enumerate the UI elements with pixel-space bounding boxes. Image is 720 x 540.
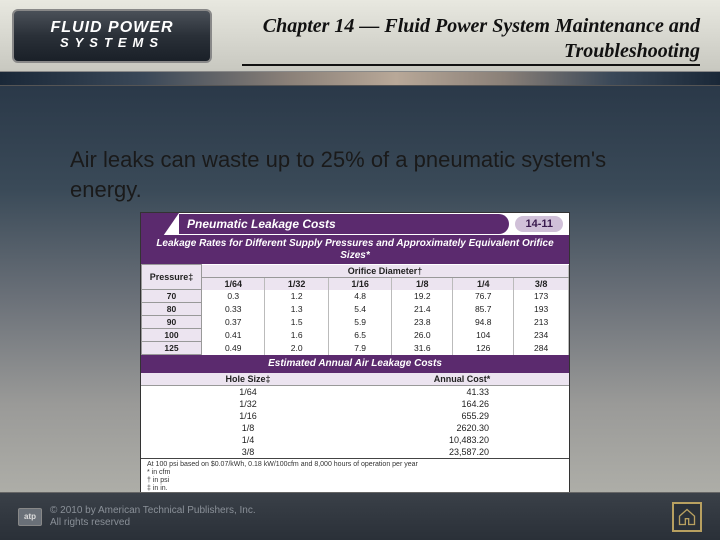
value-cell: 1.3 (265, 303, 328, 316)
value-cell: 1.5 (265, 316, 328, 329)
annual-cost-table: Hole Size‡ Annual Cost* 1/6441.331/32164… (141, 373, 569, 458)
col-1-4: 1/4 (453, 277, 514, 290)
chapter-title: Chapter 14 — Fluid Power System Maintena… (212, 6, 720, 66)
figure-swoosh (141, 213, 179, 235)
col-3-8: 3/8 (514, 277, 569, 290)
value-cell: 76.7 (453, 290, 514, 303)
cost-cell: 2620.30 (355, 422, 569, 434)
cost-cell: 164.26 (355, 398, 569, 410)
pressure-cell: 125 (142, 342, 202, 355)
home-icon (677, 507, 697, 527)
value-cell: 7.9 (328, 342, 391, 355)
value-cell: 173 (514, 290, 569, 303)
col-1-8: 1/8 (392, 277, 453, 290)
table-row: 1/16655.29 (141, 410, 569, 422)
value-cell: 5.9 (328, 316, 391, 329)
pressure-cell: 90 (142, 316, 202, 329)
home-button[interactable] (672, 502, 702, 532)
value-cell: 104 (453, 329, 514, 342)
section1-heading: Leakage Rates for Different Supply Press… (141, 235, 569, 264)
table-row: 1250.492.07.931.6126284 (142, 342, 569, 355)
value-cell: 5.4 (328, 303, 391, 316)
header-bar: FLUID POWER SYSTEMS Chapter 14 — Fluid P… (0, 0, 720, 72)
value-cell: 284 (514, 342, 569, 355)
size-cell: 1/16 (141, 410, 355, 422)
logo-line1: FLUID POWER (51, 20, 174, 36)
figure-pneumatic-leakage: Pneumatic Leakage Costs 14-11 Leakage Ra… (140, 212, 570, 498)
size-cell: 1/64 (141, 385, 355, 398)
copyright-block: atp © 2010 by American Technical Publish… (18, 505, 256, 529)
figure-footnotes: At 100 psi based on $0.07/kWh, 0.18 kW/1… (141, 458, 569, 497)
value-cell: 0.33 (202, 303, 265, 316)
footnote-1: * in cfm (147, 469, 563, 477)
value-cell: 193 (514, 303, 569, 316)
value-cell: 31.6 (392, 342, 453, 355)
value-cell: 2.0 (265, 342, 328, 355)
table-row: 1/82620.30 (141, 422, 569, 434)
cost-col-size: Hole Size‡ (141, 373, 355, 386)
size-cell: 1/32 (141, 398, 355, 410)
value-cell: 0.37 (202, 316, 265, 329)
copyright-line2: All rights reserved (50, 517, 256, 529)
col-1-16: 1/16 (328, 277, 391, 290)
value-cell: 1.2 (265, 290, 328, 303)
table-row: 1000.411.66.526.0104234 (142, 329, 569, 342)
cost-cell: 41.33 (355, 385, 569, 398)
value-cell: 0.49 (202, 342, 265, 355)
value-cell: 19.2 (392, 290, 453, 303)
figure-titlebar: Pneumatic Leakage Costs 14-11 (141, 213, 569, 235)
table-row: 700.31.24.819.276.7173 (142, 290, 569, 303)
copyright-line1: © 2010 by American Technical Publishers,… (50, 505, 256, 517)
cost-cell: 10,483.20 (355, 434, 569, 446)
value-cell: 4.8 (328, 290, 391, 303)
size-cell: 1/8 (141, 422, 355, 434)
value-cell: 23.8 (392, 316, 453, 329)
pressure-cell: 80 (142, 303, 202, 316)
accent-strip (0, 72, 720, 86)
slide-body-text: Air leaks can waste up to 25% of a pneum… (70, 145, 630, 204)
col-1-32: 1/32 (265, 277, 328, 290)
leakage-rates-table: Pressure‡ Orifice Diameter† 1/64 1/32 1/… (141, 264, 569, 355)
value-cell: 26.0 (392, 329, 453, 342)
publisher-badge: atp (18, 508, 42, 526)
cost-cell: 23,587.20 (355, 446, 569, 458)
cost-col-annual: Annual Cost* (355, 373, 569, 386)
value-cell: 126 (453, 342, 514, 355)
table-row: 1/410,483.20 (141, 434, 569, 446)
figure-title: Pneumatic Leakage Costs (179, 214, 509, 234)
table-row: 1/32164.26 (141, 398, 569, 410)
table-row: 800.331.35.421.485.7193 (142, 303, 569, 316)
value-cell: 0.3 (202, 290, 265, 303)
value-cell: 234 (514, 329, 569, 342)
table-row: 3/823,587.20 (141, 446, 569, 458)
size-cell: 3/8 (141, 446, 355, 458)
logo-badge: FLUID POWER SYSTEMS (12, 9, 212, 63)
value-cell: 0.41 (202, 329, 265, 342)
cost-cell: 655.29 (355, 410, 569, 422)
pressure-cell: 100 (142, 329, 202, 342)
value-cell: 1.6 (265, 329, 328, 342)
col-1-64: 1/64 (202, 277, 265, 290)
table-row: 900.371.55.923.894.8213 (142, 316, 569, 329)
value-cell: 213 (514, 316, 569, 329)
figure-number: 14-11 (515, 216, 563, 232)
logo-line2: SYSTEMS (60, 36, 164, 50)
section2-heading: Estimated Annual Air Leakage Costs (141, 355, 569, 373)
footnote-main: At 100 psi based on $0.07/kWh, 0.18 kW/1… (147, 461, 563, 469)
value-cell: 6.5 (328, 329, 391, 342)
pressure-header: Pressure‡ (142, 265, 202, 290)
footer-bar: atp © 2010 by American Technical Publish… (0, 492, 720, 540)
table-row: 1/6441.33 (141, 385, 569, 398)
orifice-header: Orifice Diameter† (202, 265, 569, 278)
pressure-cell: 70 (142, 290, 202, 303)
size-cell: 1/4 (141, 434, 355, 446)
footnote-2: † in psi (147, 477, 563, 485)
value-cell: 94.8 (453, 316, 514, 329)
value-cell: 21.4 (392, 303, 453, 316)
value-cell: 85.7 (453, 303, 514, 316)
